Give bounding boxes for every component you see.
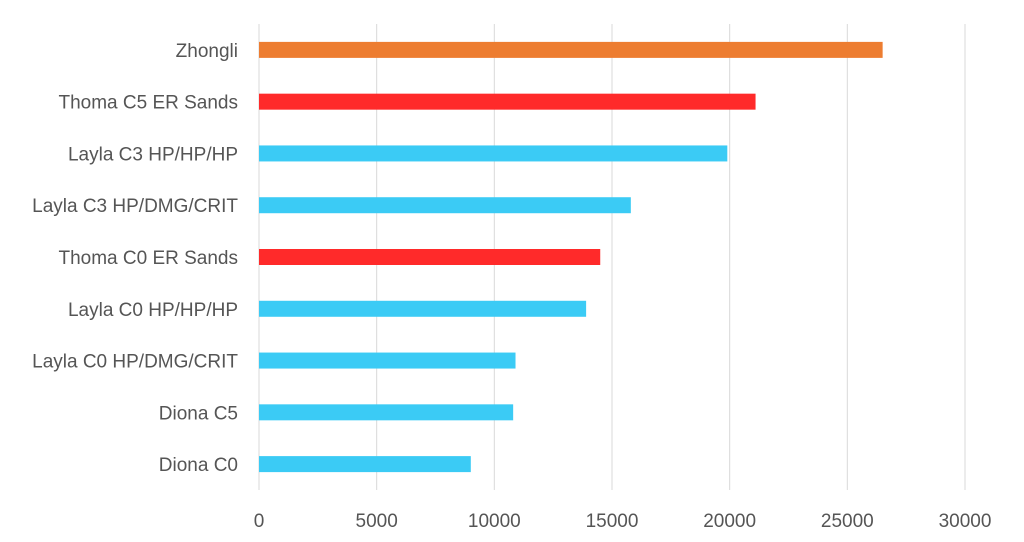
category-labels: Zhongli Thoma C5 ER Sands Layla C3 HP/HP/H… [32,41,238,476]
category-label: Layla C0 HP/HP/HP [68,300,238,321]
bars [259,41,883,473]
x-tick-labels: 0 5000 10000 15000 20000 25000 30000 [254,511,992,532]
x-tick-label: 5000 [356,511,398,532]
category-label: Layla C0 HP/DMG/CRIT [32,352,238,373]
x-tick-label: 15000 [586,511,639,532]
bar [259,41,883,58]
bar [259,145,728,162]
category-label: Layla C3 HP/DMG/CRIT [32,196,238,217]
bar [259,456,471,473]
bar [259,249,601,265]
category-label: Layla C3 HP/HP/HP [68,144,238,165]
x-tick-label: 20000 [703,511,756,532]
bar [259,197,631,214]
category-label: Diona C0 [159,455,238,476]
bar [259,352,516,369]
category-label: Diona C5 [159,403,238,424]
x-tick-label: 25000 [821,511,874,532]
bar [259,300,587,317]
category-label: Thoma C5 ER Sands [58,93,238,114]
bar [259,93,756,110]
x-tick-label: 10000 [468,511,521,532]
x-tick-label: 0 [254,511,265,532]
category-label: Zhongli [176,41,238,62]
category-label: Thoma C0 ER Sands [58,248,238,269]
x-tick-label: 30000 [939,511,992,532]
bar [259,404,514,421]
